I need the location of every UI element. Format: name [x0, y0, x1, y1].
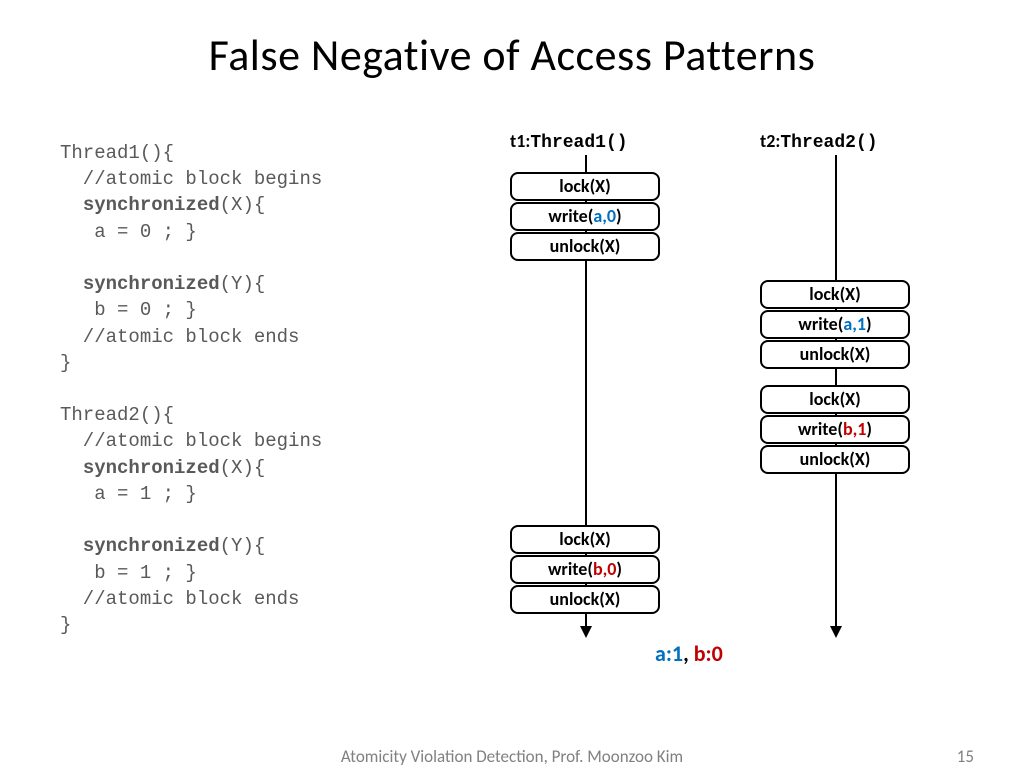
code-line: synchronized(X){ — [60, 457, 265, 479]
code-line: Thread1(){ — [60, 142, 174, 164]
code-line: b = 0 ; } — [60, 299, 197, 321]
code-line: } — [60, 352, 71, 374]
code-line: Thread2(){ — [60, 404, 174, 426]
code-line: synchronized(X){ — [60, 194, 265, 216]
result-a: a:1 — [655, 640, 683, 667]
operation-box: unlock(X) — [510, 585, 660, 614]
code-line: //atomic block begins — [60, 168, 322, 190]
footer-text: Atomicity Violation Detection, Prof. Moo… — [0, 746, 1024, 767]
timeline-diagram: t1:Thread1()t2:Thread2()lock(X)write(a,0… — [470, 130, 990, 690]
arrow-down-icon — [580, 626, 592, 638]
code-line: synchronized(Y){ — [60, 535, 265, 557]
code-line: } — [60, 614, 71, 636]
operation-box: lock(X) — [760, 280, 910, 309]
operation-box: write(a,0) — [510, 202, 660, 231]
operation-box: lock(X) — [760, 385, 910, 414]
operation-box: unlock(X) — [510, 232, 660, 261]
result-b: b:0 — [694, 640, 723, 667]
thread1-header: t1:Thread1() — [510, 130, 628, 153]
thread2-header: t2:Thread2() — [760, 130, 878, 153]
operation-box: lock(X) — [510, 525, 660, 554]
operation-box: unlock(X) — [760, 340, 910, 369]
result-comma: , — [683, 640, 694, 667]
result-values: a:1, b:0 — [655, 640, 723, 667]
operation-box: write(b,0) — [510, 555, 660, 584]
slide-title: False Negative of Access Patterns — [0, 0, 1024, 82]
page-number: 15 — [957, 746, 974, 767]
code-line: //atomic block begins — [60, 430, 322, 452]
operation-box: write(a,1) — [760, 310, 910, 339]
code-line: //atomic block ends — [60, 588, 299, 610]
operation-box: write(b,1) — [760, 415, 910, 444]
operation-box: unlock(X) — [760, 445, 910, 474]
operation-box: lock(X) — [510, 172, 660, 201]
code-line: a = 0 ; } — [60, 221, 197, 243]
content-area: Thread1(){ //atomic block begins synchro… — [0, 130, 1024, 698]
code-line: //atomic block ends — [60, 326, 299, 348]
code-line: a = 1 ; } — [60, 483, 197, 505]
code-line: synchronized(Y){ — [60, 273, 265, 295]
arrow-down-icon — [830, 626, 842, 638]
code-line: b = 1 ; } — [60, 562, 197, 584]
code-listing: Thread1(){ //atomic block begins synchro… — [60, 140, 322, 638]
